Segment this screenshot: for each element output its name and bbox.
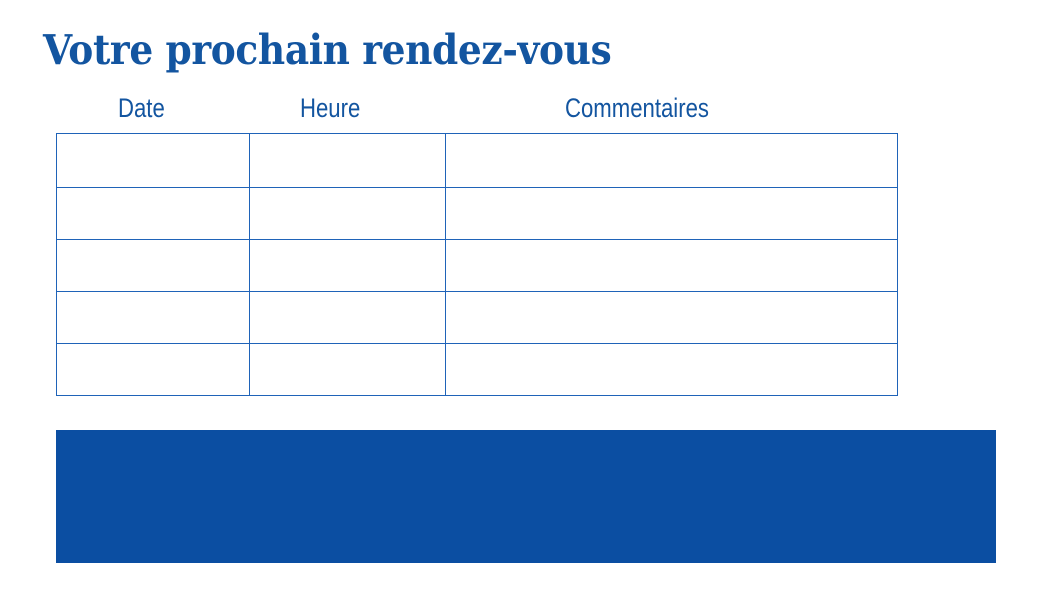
footer-banner-label (56, 430, 996, 458)
cell-heure[interactable] (249, 343, 446, 396)
footer-banner (56, 430, 996, 563)
cell-commentaires[interactable] (445, 187, 898, 240)
column-header-heure: Heure (300, 93, 361, 123)
table-column-headers: Date Heure Commentaires (56, 92, 897, 126)
cell-date[interactable] (56, 133, 250, 188)
cell-date[interactable] (56, 187, 250, 240)
cell-heure[interactable] (249, 291, 446, 344)
cell-date[interactable] (56, 239, 250, 292)
cell-commentaires[interactable] (445, 239, 898, 292)
cell-heure[interactable] (249, 187, 446, 240)
cell-commentaires[interactable] (445, 291, 898, 344)
table-row (56, 291, 898, 344)
table-row (56, 239, 898, 292)
cell-commentaires[interactable] (445, 133, 898, 188)
cell-date[interactable] (56, 343, 250, 396)
appointment-table-body (56, 133, 898, 396)
table-row (56, 187, 898, 240)
cell-heure[interactable] (249, 239, 446, 292)
cell-commentaires[interactable] (445, 343, 898, 396)
cell-date[interactable] (56, 291, 250, 344)
page-title: Votre prochain rendez-vous (43, 26, 612, 74)
cell-heure[interactable] (249, 133, 446, 188)
column-header-commentaires: Commentaires (565, 93, 709, 123)
table-row (56, 133, 898, 188)
appointment-table (56, 133, 898, 396)
table-row (56, 343, 898, 396)
column-header-date: Date (118, 93, 165, 123)
